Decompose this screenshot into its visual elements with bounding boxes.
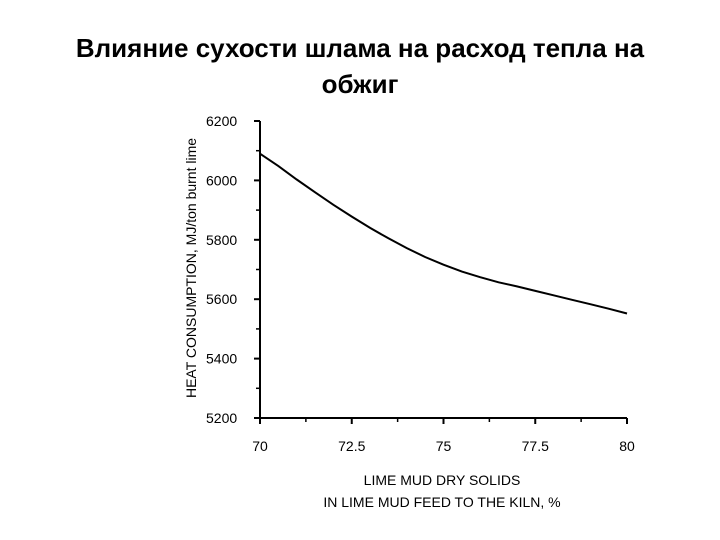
x-axis-label-line-2: IN LIME MUD FEED TO THE KILN, % bbox=[323, 494, 560, 510]
y-tick-label: 6000 bbox=[206, 172, 237, 188]
y-tick-label: 6200 bbox=[206, 113, 237, 129]
chart-tick-labels: 5200 5400 5600 5800 6000 6200 70 72.5 75 77.5 80 bbox=[206, 113, 635, 454]
x-tick-label: 70 bbox=[252, 438, 268, 454]
y-axis-label: HEAT CONSUMPTION, MJ/ton burnt lime bbox=[183, 138, 199, 398]
x-tick-label: 75 bbox=[436, 438, 452, 454]
y-tick-label: 5400 bbox=[206, 351, 237, 367]
title-line-2: обжиг bbox=[321, 69, 399, 99]
x-tick-label: 80 bbox=[619, 438, 635, 454]
series-line bbox=[259, 152, 628, 315]
chart-axes bbox=[259, 121, 627, 419]
y-tick-label: 5800 bbox=[206, 232, 237, 248]
page-title: Влияние сухости шлама на расход тепла на… bbox=[0, 30, 720, 102]
chart-ticks bbox=[254, 120, 628, 424]
y-tick-label: 5200 bbox=[206, 410, 237, 426]
x-tick-label: 72.5 bbox=[338, 438, 365, 454]
title-line-1: Влияние сухости шлама на расход тепла на bbox=[75, 33, 645, 63]
x-tick-label: 77.5 bbox=[522, 438, 549, 454]
y-tick-label: 5600 bbox=[206, 291, 237, 307]
x-axis-label-line-1: LIME MUD DRY SOLIDS bbox=[364, 472, 521, 488]
